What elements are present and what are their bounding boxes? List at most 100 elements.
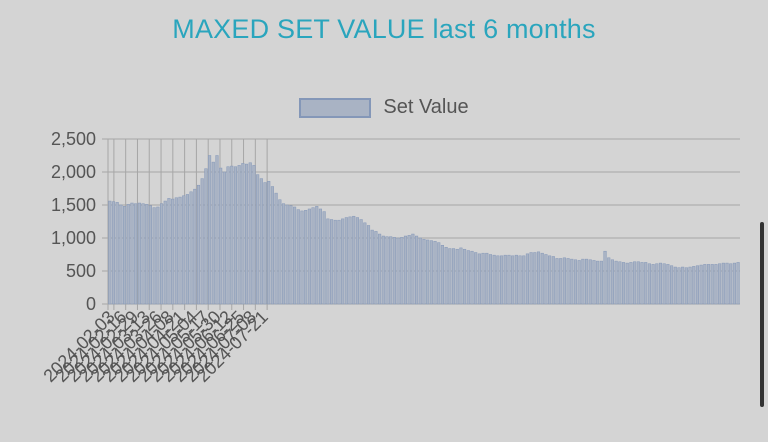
bar[interactable]: [684, 267, 688, 305]
bar[interactable]: [511, 255, 515, 305]
bar[interactable]: [219, 167, 223, 305]
bar[interactable]: [148, 205, 153, 305]
bar[interactable]: [699, 264, 703, 305]
bar[interactable]: [392, 237, 396, 305]
bar[interactable]: [670, 265, 674, 305]
bar[interactable]: [119, 204, 123, 305]
bar[interactable]: [695, 265, 699, 305]
bar[interactable]: [725, 262, 729, 305]
bar[interactable]: [348, 216, 352, 305]
bar[interactable]: [451, 248, 456, 305]
bar[interactable]: [466, 250, 470, 305]
bar[interactable]: [152, 207, 156, 305]
bar[interactable]: [710, 264, 714, 305]
bar[interactable]: [503, 254, 507, 305]
bar[interactable]: [300, 210, 304, 305]
bar[interactable]: [474, 252, 478, 305]
bar[interactable]: [647, 263, 651, 305]
bar[interactable]: [426, 239, 430, 305]
bar[interactable]: [200, 178, 204, 305]
bar[interactable]: [448, 248, 452, 305]
bar[interactable]: [189, 191, 193, 305]
bar[interactable]: [389, 236, 393, 305]
bar[interactable]: [548, 255, 552, 305]
bar[interactable]: [585, 258, 589, 305]
bar[interactable]: [633, 261, 637, 305]
bar[interactable]: [400, 237, 404, 305]
bar[interactable]: [662, 263, 666, 305]
bar[interactable]: [208, 155, 212, 305]
bar[interactable]: [256, 174, 260, 305]
bar[interactable]: [703, 264, 707, 305]
bar[interactable]: [603, 250, 607, 305]
bar[interactable]: [644, 262, 648, 305]
bar[interactable]: [721, 262, 725, 305]
bar[interactable]: [496, 255, 500, 305]
bar[interactable]: [655, 263, 659, 305]
bar[interactable]: [285, 204, 289, 305]
bar[interactable]: [322, 211, 326, 305]
bar[interactable]: [222, 171, 226, 305]
bar[interactable]: [381, 235, 385, 305]
bar[interactable]: [311, 207, 315, 305]
bar[interactable]: [651, 264, 655, 305]
bar[interactable]: [130, 202, 134, 305]
bar[interactable]: [185, 194, 189, 305]
bar[interactable]: [610, 259, 614, 305]
bar[interactable]: [688, 266, 692, 305]
bar[interactable]: [559, 258, 563, 305]
bar[interactable]: [562, 257, 566, 305]
bar[interactable]: [259, 178, 263, 305]
bar[interactable]: [422, 239, 426, 305]
bar[interactable]: [415, 235, 419, 305]
bar[interactable]: [355, 217, 359, 305]
bar[interactable]: [289, 205, 293, 305]
bar[interactable]: [159, 203, 164, 305]
bar[interactable]: [551, 256, 555, 305]
bar[interactable]: [596, 260, 600, 305]
bar[interactable]: [437, 242, 441, 305]
bar[interactable]: [396, 237, 400, 305]
bar[interactable]: [111, 201, 116, 305]
bar[interactable]: [318, 208, 323, 305]
bar[interactable]: [592, 260, 596, 305]
bar[interactable]: [174, 197, 178, 305]
bar[interactable]: [588, 259, 592, 305]
bar[interactable]: [370, 229, 374, 305]
bar[interactable]: [248, 162, 252, 305]
bar[interactable]: [673, 266, 677, 305]
bar[interactable]: [267, 180, 271, 305]
bar[interactable]: [126, 204, 130, 305]
bar[interactable]: [233, 166, 238, 305]
bar[interactable]: [193, 188, 197, 305]
bar[interactable]: [470, 250, 474, 305]
bar[interactable]: [359, 219, 363, 305]
bar[interactable]: [137, 202, 141, 305]
bar[interactable]: [163, 200, 167, 305]
bar[interactable]: [374, 231, 378, 305]
bar[interactable]: [614, 260, 618, 305]
bar[interactable]: [411, 233, 415, 305]
legend[interactable]: Set Value: [0, 96, 768, 119]
bar[interactable]: [230, 165, 234, 305]
bar[interactable]: [278, 199, 282, 305]
bar[interactable]: [403, 235, 408, 305]
bar[interactable]: [352, 215, 356, 305]
bar[interactable]: [344, 217, 348, 305]
bar[interactable]: [307, 208, 311, 305]
bar[interactable]: [618, 261, 622, 305]
bar[interactable]: [681, 266, 685, 305]
bar[interactable]: [492, 254, 496, 305]
bar[interactable]: [167, 198, 171, 305]
bar[interactable]: [636, 261, 640, 305]
bar[interactable]: [385, 236, 389, 305]
bar[interactable]: [625, 262, 629, 305]
bar[interactable]: [237, 165, 241, 305]
bar[interactable]: [141, 203, 145, 305]
bar[interactable]: [241, 163, 245, 305]
bar[interactable]: [692, 266, 696, 305]
bar[interactable]: [433, 241, 437, 305]
bar[interactable]: [529, 252, 533, 305]
bar[interactable]: [315, 206, 319, 305]
bar[interactable]: [429, 240, 433, 305]
